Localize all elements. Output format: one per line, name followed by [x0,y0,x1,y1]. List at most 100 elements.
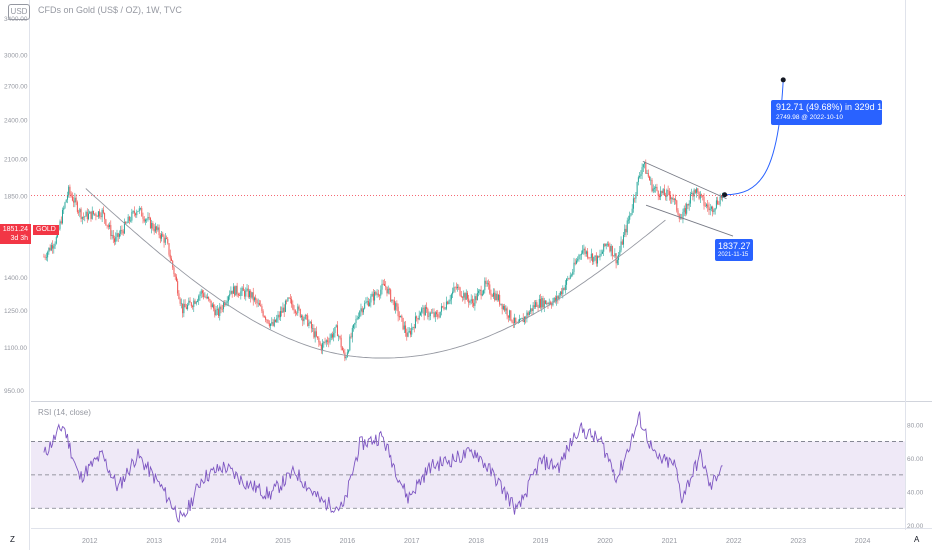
candle-body [525,316,527,319]
candle-body [588,257,590,259]
candle-body [286,300,288,302]
candle-body [236,285,238,294]
candle-body [268,323,270,327]
candle-body [48,247,50,253]
candle-body [66,195,68,200]
candle-body [85,211,87,217]
candle-body [158,227,160,236]
candle-body [712,206,714,212]
candle-body [55,236,57,244]
candle-body [73,200,75,203]
candle-body [263,316,265,318]
projection-headline: 912.71 (49.68%) in 329d 1h [776,102,888,112]
candle-body [374,291,376,301]
candle-body [443,306,445,309]
candle-body [605,244,607,247]
candle-body [175,276,177,282]
symbol-tag: GOLD [33,225,59,235]
candle-body [221,309,223,310]
candle-body [244,290,246,297]
channel-upper-line [642,160,727,200]
candle-body [528,311,530,316]
candle-body [473,302,475,306]
candle-body [652,188,654,192]
candle-body [509,310,511,318]
candle-body [410,331,412,335]
candle-body [303,318,305,322]
candle-body [144,219,146,222]
projection-end-point[interactable] [780,77,786,83]
candle-body [132,211,134,212]
candle-body [693,189,695,197]
candle-body [458,286,460,288]
candle-body [289,298,291,300]
candle-body [575,260,577,264]
candle-body [184,303,186,308]
candle-body [97,211,99,217]
candle-body [325,340,327,343]
candle-body [348,350,350,353]
candle-body [339,336,341,338]
rsi-title[interactable]: RSI (14, close) [38,408,91,417]
candle-body [413,327,415,329]
candle-body [400,315,402,318]
candle-body [511,320,513,323]
candle-body [251,292,253,298]
candle-body [501,303,503,310]
candle-body [401,315,403,318]
candle-body [460,295,462,298]
price-tick-label: 2700.00 [4,83,28,90]
candle-body [210,300,212,308]
candle-body [334,327,336,334]
candle-body [105,219,107,225]
candle-body [620,241,622,251]
candle-body [474,296,476,306]
candle-body [439,311,441,318]
candle-body [126,222,128,224]
candle-body [371,293,373,297]
candle-body [403,325,405,330]
candle-body [673,198,675,200]
candle-body [530,308,532,312]
candle-body [329,337,331,343]
candle-body [272,322,274,326]
candle-body [658,195,660,198]
candle-body [80,209,82,220]
candle-body [357,317,359,319]
candle-body [47,252,49,258]
candle-body [636,181,638,195]
candle-body [292,304,294,310]
rsi-tick-label: 60.00 [907,456,924,463]
candle-body [526,312,528,319]
candle-body [173,267,175,275]
candle-body [641,167,643,175]
candle-body [502,306,504,310]
candle-body [189,300,191,303]
candle-body [610,245,612,252]
candle-body [88,213,90,220]
candle-body [677,210,679,215]
projection-callout[interactable]: 912.71 (49.68%) in 329d 1h 2749.98 @ 202… [771,100,888,125]
candle-body [355,318,357,323]
candle-body [431,312,433,314]
candle-body [297,306,299,314]
projection-start-point[interactable] [722,192,728,198]
candle-body [283,307,285,312]
timezone-button[interactable]: Z [10,535,15,544]
candle-body [45,257,47,258]
candle-body [572,271,574,275]
auto-scale-button[interactable]: A [914,535,920,544]
candle-body [405,325,407,333]
candle-body [492,292,494,297]
candle-body [273,319,275,326]
candle-body [483,290,485,294]
chart-title[interactable]: CFDs on Gold (US$ / OZ), 1W, TVC [38,5,182,15]
candle-body [562,288,564,295]
projection-start-callout[interactable]: 1837.27 2021-11-15 [715,239,753,261]
candle-body [650,179,652,181]
candle-body [299,309,301,318]
candle-body [485,280,487,284]
candle-body [388,288,390,290]
candle-body [490,293,492,296]
